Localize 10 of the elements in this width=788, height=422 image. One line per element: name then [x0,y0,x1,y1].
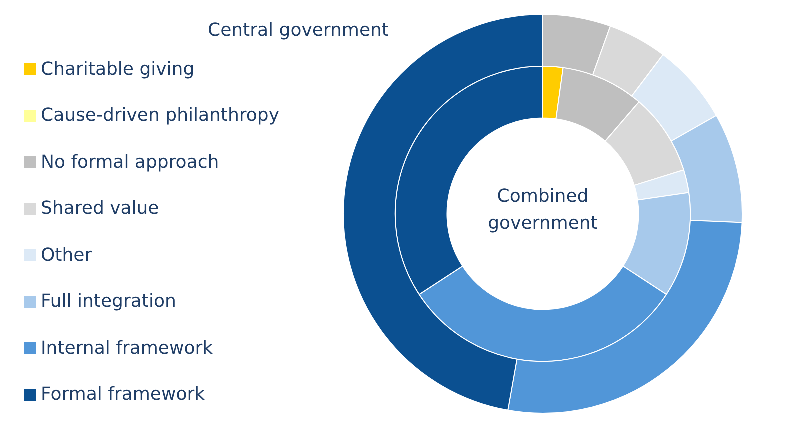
legend-label: No formal approach [41,152,220,173]
slice-label: Combined government [487,185,599,236]
legend-label: Full integration [41,291,176,312]
legend-label: Formal framework [41,384,206,406]
legend-label: Cause-driven philanthropy [41,105,280,126]
slice-label: Central government [208,20,389,41]
legend-label: Charitable giving [41,58,195,80]
legend-label: Internal framework [41,338,214,359]
legend-label: Shared value [41,198,160,220]
legend-label: Other [41,244,92,266]
